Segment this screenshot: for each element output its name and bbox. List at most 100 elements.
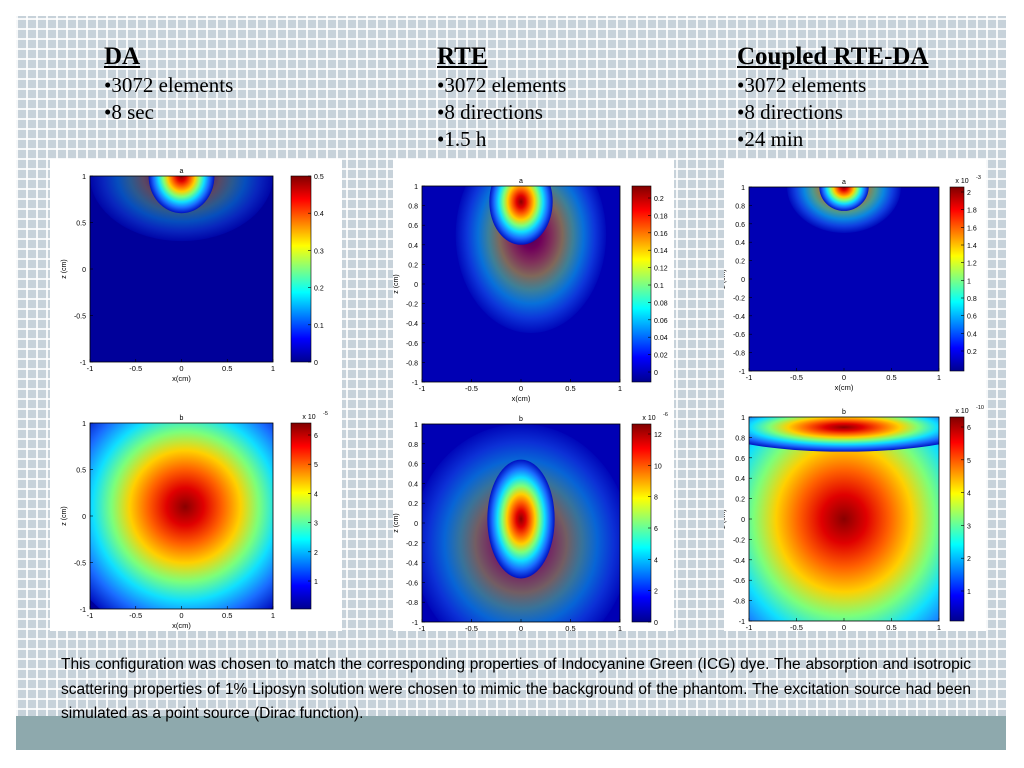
colorbar-tick-label: 6 bbox=[654, 526, 658, 533]
y-tick-label: 0.2 bbox=[408, 501, 418, 508]
x-axis-label: x(cm) bbox=[835, 383, 854, 392]
y-tick-label: -0.5 bbox=[74, 314, 86, 321]
coupled-column: Coupled RTE-DA •3072 elements •8 directi… bbox=[737, 42, 929, 153]
colorbar-tick-label: 0.16 bbox=[654, 231, 668, 238]
colorbar-tick-label: 5 bbox=[967, 458, 971, 465]
colorbar-tick-label: 6 bbox=[967, 425, 971, 432]
colorbar-tick-label: 1 bbox=[967, 589, 971, 596]
field-group bbox=[749, 417, 939, 621]
field-blob bbox=[819, 187, 869, 211]
coupled-heading: Coupled RTE-DA bbox=[737, 43, 929, 70]
colorbar-tick-label: 4 bbox=[654, 557, 658, 564]
y-tick-label: -0.8 bbox=[733, 351, 745, 358]
x-axis-label: x(cm) bbox=[512, 394, 531, 403]
colorbar-tick-label: 0.4 bbox=[314, 211, 324, 218]
field-blob bbox=[487, 459, 555, 579]
x-tick-label: 1 bbox=[937, 373, 941, 382]
colorbar bbox=[949, 416, 965, 622]
x-axis-label: x(cm) bbox=[172, 374, 191, 383]
coupled-plots: a -1 -0.5 0 0.5 1 x(cm) 1 0.8 0.6 0.4 0.2 0 -0.2 -0.4 -… bbox=[724, 175, 984, 631]
y-tick-label: 0.4 bbox=[408, 243, 418, 250]
field-group bbox=[787, 187, 901, 233]
colorbar-exponent: x 10 bbox=[955, 178, 968, 185]
x-tick-label: -0.5 bbox=[465, 384, 478, 393]
y-tick-label: 0.4 bbox=[408, 481, 418, 488]
x-tick-label: 0.5 bbox=[222, 364, 232, 373]
x-tick-label: 0 bbox=[519, 624, 523, 631]
field-blob bbox=[749, 417, 939, 452]
y-tick-label: 0.6 bbox=[408, 462, 418, 469]
y-tick-label: -1 bbox=[80, 607, 86, 614]
x-tick-label: -1 bbox=[746, 623, 753, 631]
x-tick-label: -1 bbox=[87, 364, 94, 373]
y-tick-label: 0.6 bbox=[735, 456, 745, 463]
colorbar bbox=[290, 175, 312, 363]
y-tick-label: -0.2 bbox=[733, 537, 745, 544]
colorbar-tick-label: 2 bbox=[967, 190, 971, 197]
y-tick-label: 1 bbox=[414, 184, 418, 191]
y-tick-label: -0.2 bbox=[733, 295, 745, 302]
field-blob bbox=[455, 186, 607, 333]
colorbar-exponent-power: -6 bbox=[663, 412, 668, 418]
colorbar-tick-label: 5 bbox=[314, 462, 318, 469]
colorbar-tick-label: 0.06 bbox=[654, 318, 668, 325]
y-tick-label: -0.4 bbox=[406, 321, 418, 328]
y-tick-label: -0.6 bbox=[406, 580, 418, 587]
rte-bullet: •1.5 h bbox=[437, 127, 487, 151]
x-tick-label: 0 bbox=[842, 373, 846, 382]
x-tick-label: 0 bbox=[179, 611, 183, 620]
plot-letter: a bbox=[842, 179, 846, 186]
plot-letter: b bbox=[842, 409, 846, 416]
y-tick-label: 0.5 bbox=[76, 221, 86, 228]
y-tick-label: -0.8 bbox=[406, 600, 418, 607]
y-tick-label: 0.4 bbox=[735, 476, 745, 483]
y-tick-label: -0.8 bbox=[733, 599, 745, 606]
rte-column: RTE •3072 elements •8 directions •1.5 h bbox=[437, 42, 566, 153]
y-tick-label: 0 bbox=[741, 517, 745, 524]
y-tick-label: -0.5 bbox=[74, 561, 86, 568]
y-tick-label: 0.4 bbox=[735, 240, 745, 247]
plot-letter: b bbox=[519, 416, 523, 423]
x-tick-label: 0.5 bbox=[886, 373, 896, 382]
colorbar-tick-label: 0.18 bbox=[654, 213, 668, 220]
colorbar-tick-label: 10 bbox=[654, 463, 662, 470]
colorbar-tick-label: 0.6 bbox=[967, 314, 977, 321]
colorbar-exponent-power: -10 bbox=[976, 405, 984, 411]
x-tick-label: -0.5 bbox=[129, 364, 142, 373]
colorbar-tick-label: 1.8 bbox=[967, 208, 977, 215]
y-axis-label: z (cm) bbox=[393, 274, 400, 293]
y-tick-label: 0 bbox=[741, 277, 745, 284]
colorbar-tick-label: 3 bbox=[314, 521, 318, 528]
x-tick-label: 0.5 bbox=[565, 384, 575, 393]
plot-letter: a bbox=[180, 168, 184, 175]
x-tick-label: 1 bbox=[618, 624, 622, 631]
x-tick-label: -1 bbox=[419, 624, 426, 631]
x-tick-label: -0.5 bbox=[129, 611, 142, 620]
y-tick-label: 0 bbox=[82, 267, 86, 274]
field-blob bbox=[148, 176, 215, 214]
colorbar-exponent-power: -3 bbox=[976, 175, 981, 181]
x-tick-label: -0.5 bbox=[790, 623, 803, 631]
y-tick-label: -0.6 bbox=[406, 341, 418, 348]
coupled-bullet: •24 min bbox=[737, 127, 804, 151]
colorbar bbox=[631, 423, 652, 623]
y-tick-label: -1 bbox=[80, 360, 86, 367]
y-tick-label: -1 bbox=[739, 619, 745, 626]
slide: DA •3072 elements •8 sec RTE •3072 eleme… bbox=[16, 16, 1006, 750]
rte-bullet: •8 directions bbox=[437, 100, 543, 124]
rte-figure: a -1 -0.5 0 0.5 1 x(cm) 1 0.8 0.6 0.4 0.2 0 -0.2 -0.4 -… bbox=[393, 159, 674, 631]
y-tick-label: 1 bbox=[82, 421, 86, 428]
colorbar-tick-label: 1 bbox=[314, 579, 318, 586]
colorbar-tick-label: 0.5 bbox=[314, 174, 324, 181]
colorbar-exponent: x 10 bbox=[302, 414, 315, 421]
x-tick-label: -1 bbox=[87, 611, 94, 620]
colorbar-tick-label: 1 bbox=[967, 278, 971, 285]
colorbar-tick-label: 1.4 bbox=[967, 243, 977, 250]
field-blob bbox=[749, 417, 939, 621]
bottom-band bbox=[16, 716, 1006, 750]
rte-plots: a -1 -0.5 0 0.5 1 x(cm) 1 0.8 0.6 0.4 0.2 0 -0.2 -0.4 -… bbox=[393, 178, 668, 631]
colorbar-tick-label: 12 bbox=[654, 432, 662, 439]
y-tick-label: -1 bbox=[412, 620, 418, 627]
y-tick-label: 1 bbox=[414, 422, 418, 429]
y-tick-label: 0 bbox=[414, 282, 418, 289]
